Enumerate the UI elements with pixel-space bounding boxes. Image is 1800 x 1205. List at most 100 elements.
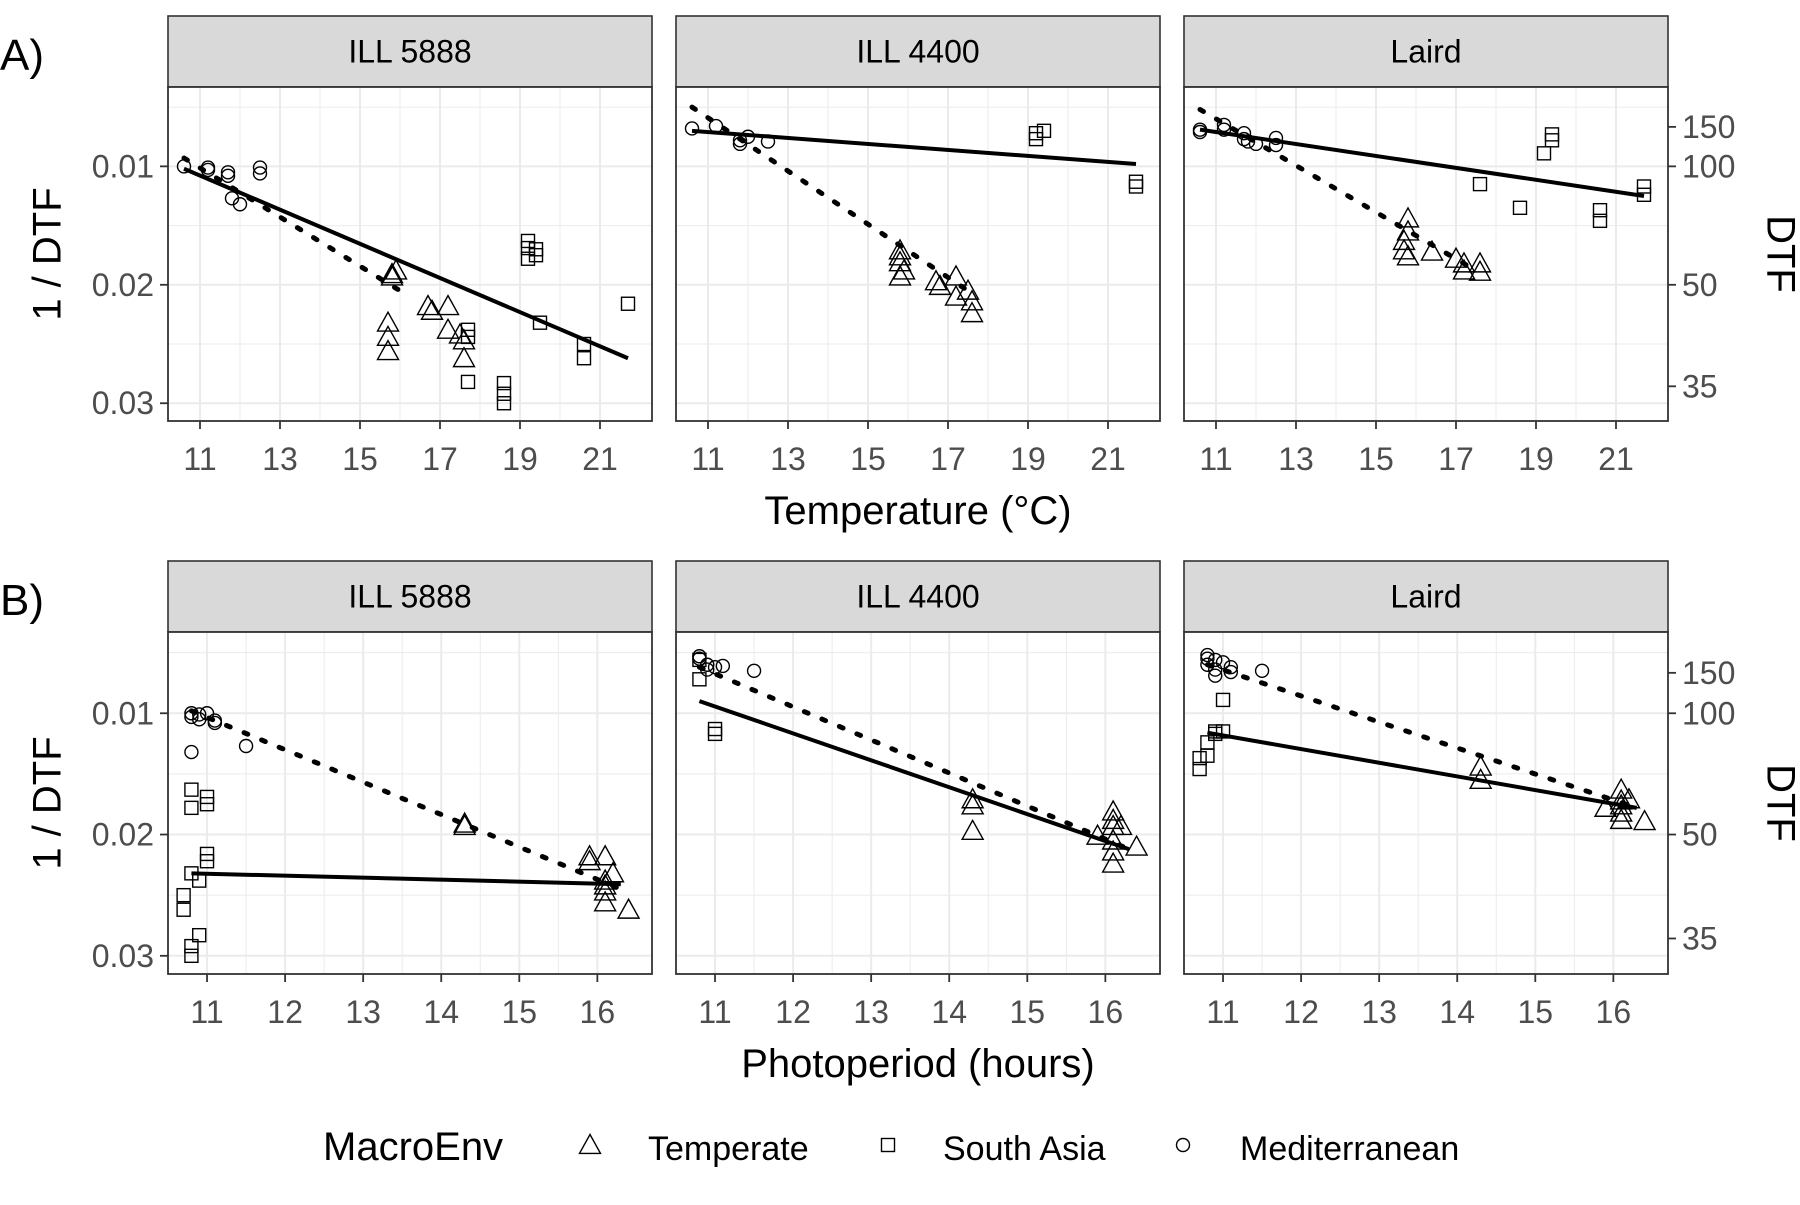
point-temperate [616,897,641,919]
point-temperate [416,294,440,316]
point-south-asia [1036,123,1052,139]
point-south-asia [1472,176,1488,192]
y-axis-title: 1 / DTF [26,736,70,869]
y-tick-label: 0.03 [92,385,154,421]
point-mediterranean [1208,652,1223,668]
y2-axis-title: DTF [1758,215,1800,293]
fit-line-solid [698,699,1130,851]
x-tick-label: 17 [1438,441,1474,477]
point-temperate [420,298,444,320]
point-temperate [384,258,408,280]
point-temperate [1109,814,1133,836]
point-mediterranean [1208,668,1223,683]
x-tick-label: 15 [501,994,537,1030]
point-south-asia [496,386,512,401]
y-tick-label: 0.02 [92,817,154,853]
x-tick-label: 14 [423,994,459,1030]
x-tick-label: 17 [930,441,966,477]
plot-background [676,632,1160,974]
facet-strip-label: ILL 4400 [856,579,979,615]
point-temperate [888,264,912,286]
plot-border [1183,86,1669,422]
facet-strip-label: Laird [1390,34,1461,70]
x-tick-label: 13 [262,441,298,477]
legend-label: Mediterranean [1240,1130,1459,1168]
point-south-asia [1215,692,1231,708]
point-south-asia [184,782,199,797]
point-mediterranean [184,744,199,760]
point-south-asia [1512,200,1528,216]
x-tick-label: 13 [1278,441,1314,477]
point-temperate [1452,251,1476,273]
point-south-asia [192,873,207,888]
point-temperate [944,284,968,306]
fit-line-dotted [1204,662,1640,811]
point-south-asia [520,251,536,266]
point-south-asia [192,927,207,943]
point-temperate [1101,851,1125,873]
y-tick-label: 0.03 [92,938,154,974]
fit-line-solid [191,871,621,887]
plot-background [676,87,1160,421]
fit-line-solid [1207,730,1638,810]
point-mediterranean [1223,659,1239,675]
x-tick-label: 12 [267,994,303,1030]
point-temperate [577,849,602,871]
point-south-asia [460,374,476,390]
point-mediterranean [252,166,268,181]
point-south-asia [496,375,512,391]
point-south-asia [707,726,723,742]
x-tick-label: 19 [1010,441,1046,477]
point-south-asia [176,902,191,917]
point-temperate [1468,768,1493,790]
point-temperate [1468,251,1492,273]
legend-label: South Asia [943,1130,1106,1168]
facet-strip-label: ILL 4400 [856,34,979,70]
point-temperate [376,310,400,332]
point-temperate [888,238,912,260]
point-temperate [1420,239,1444,261]
chart-row-a: A) 1 / DTF DTF ILL 5888 11 13 15 17 19 21 0.01 0.02… [0,15,1800,533]
point-mediterranean [1216,117,1232,133]
point-mediterranean [1200,657,1215,672]
point-temperate [1396,244,1420,266]
point-temperate [1396,206,1420,228]
y-tick-label: 0.01 [92,695,154,731]
point-temperate [593,873,617,895]
x-tick-label: 15 [1009,994,1045,1030]
plot-background [1184,632,1668,974]
plot-border [167,86,653,422]
point-south-asia [1192,761,1207,777]
point-temperate [960,787,985,809]
plot-border [167,631,653,975]
x-tick-label: 19 [502,441,538,477]
fit-line-dotted [188,708,624,892]
y-tick-label: 0.01 [92,148,154,184]
point-temperate [452,811,477,833]
point-mediterranean [176,159,192,174]
y2-tick-label: 35 [1682,920,1718,956]
point-mediterranean [220,165,236,180]
point-mediterranean [200,162,216,178]
point-mediterranean [746,663,762,679]
point-south-asia [532,315,548,330]
x-tick-label: 11 [1199,441,1232,477]
y-tick-label: 0.02 [92,267,154,303]
plot-background [168,632,652,974]
legend: MacroEnv Temperate South Asia Mediterranean [323,1125,1459,1169]
y2-tick-label: 50 [1682,817,1718,853]
point-temperate [1617,787,1641,809]
point-mediterranean [238,738,254,754]
point-temperate [1124,834,1149,856]
point-temperate [1468,754,1493,776]
point-temperate [376,324,400,347]
x-axis-title: Photoperiod (hours) [741,1042,1095,1086]
point-south-asia [1636,179,1652,194]
x-tick-label: 13 [345,994,381,1030]
fit-line-solid [183,166,629,361]
x-tick-label: 15 [342,441,378,477]
point-temperate [960,301,984,323]
point-mediterranean [708,118,724,134]
fit-line-solid [691,128,1137,166]
